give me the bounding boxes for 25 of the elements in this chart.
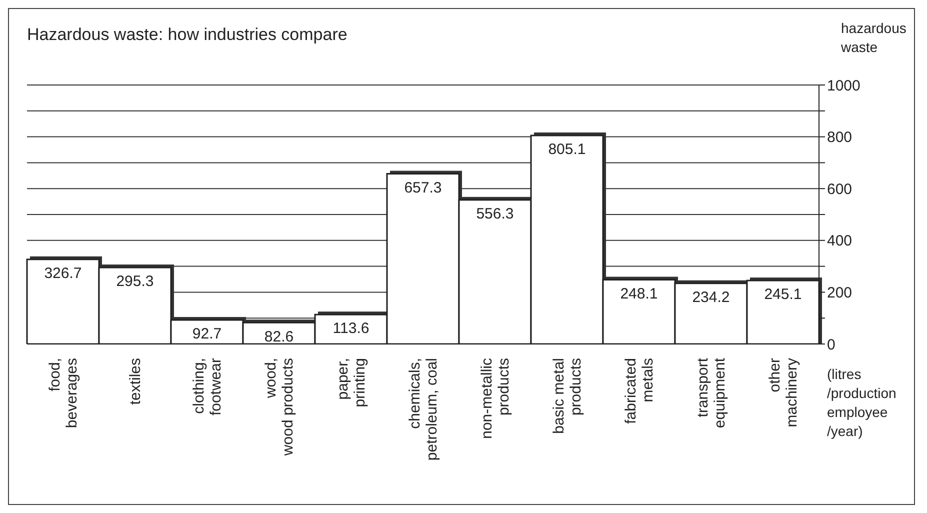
y-tick-label: 0 xyxy=(827,336,836,354)
x-tick-label: textiles xyxy=(127,358,144,405)
data-label: 234.2 xyxy=(692,288,730,306)
y-axis-title: hazardous waste xyxy=(841,19,908,57)
data-label: 805.1 xyxy=(548,141,586,158)
x-tick-label: paper, printing xyxy=(334,358,368,408)
data-label: 82.6 xyxy=(264,328,294,346)
data-label: 295.3 xyxy=(116,273,154,290)
y-tick-label: 600 xyxy=(827,180,852,198)
data-label: 326.7 xyxy=(44,265,82,282)
chart-title: Hazardous waste: how industries compare xyxy=(27,25,348,45)
text: (litres /production employee /year) xyxy=(827,365,898,441)
data-label: 556.3 xyxy=(476,206,514,223)
y-tick-label: 400 xyxy=(827,232,852,250)
data-label: 113.6 xyxy=(332,320,370,338)
x-tick-label: food, beverages xyxy=(46,358,80,428)
y-tick-label: 1000 xyxy=(827,77,860,94)
x-tick-label: fabricated metals xyxy=(622,358,656,424)
data-label: 248.1 xyxy=(620,285,658,302)
data-label: 245.1 xyxy=(764,286,802,304)
y-tick-label: 200 xyxy=(827,284,852,302)
x-tick-label: clothing, footwear xyxy=(190,358,224,416)
data-label: 92.7 xyxy=(192,326,222,343)
y-tick-label: 800 xyxy=(827,129,852,146)
data-label: 657.3 xyxy=(404,179,442,196)
